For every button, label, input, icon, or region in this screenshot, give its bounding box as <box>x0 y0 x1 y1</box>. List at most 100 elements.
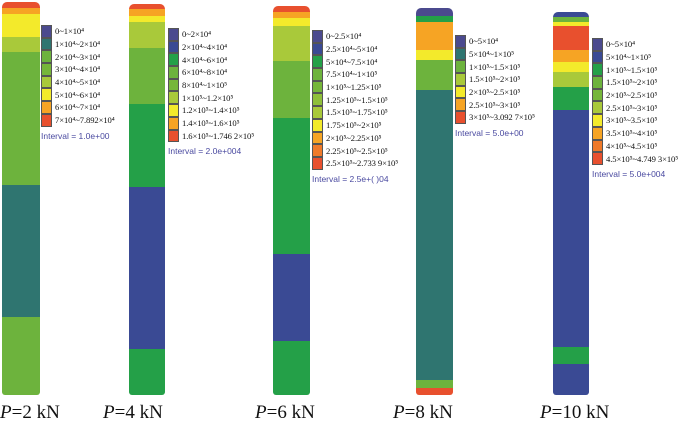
legend-swatch <box>41 25 52 38</box>
contour-band <box>2 37 40 52</box>
contour-column <box>129 4 165 395</box>
load-label: P=2 kN <box>0 402 60 424</box>
legend-entry: 3×10⁵~3.5×10⁵ <box>592 114 678 127</box>
legend-entry: 1.4×10⁵~1.6×10⁵ <box>168 116 254 130</box>
contour-band <box>553 50 589 62</box>
legend-label: 1.6×10⁵~1.746 2×10⁵ <box>182 130 255 141</box>
legend-swatch <box>592 139 603 153</box>
load-symbol: P <box>0 402 12 423</box>
legend-swatch <box>455 47 466 61</box>
legend-swatch <box>168 116 179 130</box>
legend-label: 1.5×10⁵~1.75×10⁵ <box>326 107 388 118</box>
contour-band <box>2 185 40 317</box>
legend-label: 1.2×10⁵~1.4×10⁵ <box>182 105 240 116</box>
legend-entry: 2×10⁵~2.5×10⁵ <box>455 85 535 99</box>
load-value: =6 kN <box>266 402 315 423</box>
color-legend: 0~2.5×10⁴ 2.5×10⁴~5×10⁴ 5×10⁴~7.5×10⁴ 7.5×1… <box>312 30 398 184</box>
load-value: =2 kN <box>11 402 60 423</box>
legend-label: 1.4×10⁵~1.6×10⁵ <box>182 118 240 129</box>
legend-label: 3×10⁴~4×10⁴ <box>55 64 101 75</box>
legend-label: 3×10⁵~3.092 7×10⁵ <box>469 112 535 123</box>
legend-swatch <box>592 50 603 64</box>
legend-entry: 5×10⁴~1×10⁵ <box>592 50 678 64</box>
contour-band <box>2 317 40 395</box>
legend-swatch <box>312 131 323 145</box>
legend-entry: 1.25×10⁵~1.5×10⁵ <box>312 93 398 107</box>
legend-swatch <box>168 91 179 105</box>
interval-text: Interval = 5.0e+004 <box>592 168 666 179</box>
legend-label: 3×10⁵~3.5×10⁵ <box>606 115 658 126</box>
legend-swatch <box>168 66 179 79</box>
legend-entry: 2.5×10⁴~5×10⁴ <box>312 42 398 56</box>
legend-label: 5×10⁴~7.5×10⁴ <box>326 56 378 67</box>
contour-band <box>416 50 453 60</box>
legend-entry: 4×10⁵~4.5×10⁵ <box>592 139 678 153</box>
legend-swatch <box>312 42 323 56</box>
legend-entry: 1.6×10⁵~1.746 2×10⁵ <box>168 129 255 143</box>
legend-label: 2×10⁵~2.5×10⁵ <box>469 87 521 98</box>
legend-label: 1.25×10⁵~1.5×10⁵ <box>326 94 388 105</box>
legend-entry: 3×10⁵~3.092 7×10⁵ <box>455 111 535 124</box>
load-symbol: P <box>103 402 115 423</box>
legend-swatch <box>455 85 466 99</box>
contour-band <box>553 347 589 364</box>
legend-swatch <box>41 101 52 114</box>
legend-label: 0~5×10⁴ <box>469 36 498 47</box>
legend-label: 1.5×10⁵~2×10⁵ <box>606 77 658 88</box>
legend-entry: 2×10⁴~4×10⁴ <box>168 40 254 54</box>
legend-label: 7.5×10⁴~1×10⁵ <box>326 69 378 80</box>
contour-band <box>553 26 589 50</box>
legend-label: 2.25×10⁵~2.5×10⁵ <box>326 145 388 156</box>
contour-band <box>273 61 310 118</box>
legend-entry: 0~1×10⁴ <box>41 25 115 38</box>
load-label: P=8 kN <box>393 402 453 424</box>
legend-swatch <box>455 98 466 112</box>
legend-entry: 7.5×10⁴~1×10⁵ <box>312 68 398 81</box>
load-symbol: P <box>255 402 267 423</box>
load-value: =4 kN <box>114 402 163 423</box>
legend-label: 1×10⁵~1.5×10⁵ <box>606 64 658 75</box>
legend-label: 4.5×10⁵~4.749 3×10⁵ <box>606 153 679 164</box>
legend-swatch <box>455 111 466 124</box>
load-label: P=6 kN <box>255 402 315 424</box>
contour-band <box>2 8 40 14</box>
legend-entry: 2.25×10⁵~2.5×10⁵ <box>312 144 398 157</box>
legend-label: 2.5×10⁵~3×10⁵ <box>469 99 521 110</box>
legend-label: 6×10⁴~7×10⁴ <box>55 102 101 113</box>
legend-label: 3.5×10⁵~4×10⁵ <box>606 128 658 139</box>
legend-swatch <box>592 152 603 165</box>
legend-entry: 2.5×10⁵~3×10⁵ <box>455 98 535 112</box>
legend-label: 4×10⁴~6×10⁴ <box>182 54 228 65</box>
interval-text: Interval = 2.5e+( )04 <box>312 173 389 184</box>
legend-label: 6×10⁴~8×10⁴ <box>182 67 228 78</box>
legend-entry: 8×10⁴~1×10⁵ <box>168 78 254 92</box>
contour-band <box>129 104 165 187</box>
legend-label: 0~1×10⁴ <box>55 26 84 37</box>
legend-swatch <box>592 38 603 51</box>
legend-entry: 1×10⁵~1.2×10⁵ <box>168 91 254 105</box>
legend-entry: 1.5×10⁵~2×10⁵ <box>455 73 535 86</box>
legend-label: 1×10⁵~1.5×10⁵ <box>469 61 521 72</box>
legend-label: 0~2×10⁴ <box>182 29 211 40</box>
interval-text: Interval = 2.0e+004 <box>168 146 242 157</box>
legend-entry: 2.5×10⁵~3×10⁵ <box>592 101 678 115</box>
legend-entry: 4×10⁴~5×10⁴ <box>41 75 115 89</box>
load-label: P=4 kN <box>103 402 163 424</box>
legend-entry: 1.5×10⁵~1.75×10⁵ <box>312 106 398 119</box>
contour-band <box>416 60 453 90</box>
legend-swatch <box>168 104 179 117</box>
legend-label: 1.5×10⁵~2×10⁵ <box>469 74 521 85</box>
contour-band <box>129 16 165 22</box>
contour-band <box>553 87 589 110</box>
legend-swatch <box>312 118 323 132</box>
legend-swatch <box>592 114 603 127</box>
contour-band <box>129 4 165 9</box>
legend-label: 8×10⁴~1×10⁵ <box>182 80 228 91</box>
legend-label: 0~5×10⁴ <box>606 39 635 50</box>
load-symbol: P <box>540 402 552 423</box>
contour-band <box>273 254 310 341</box>
load-value: =8 kN <box>404 402 453 423</box>
legend-entry: 5×10⁴~6×10⁴ <box>41 88 115 102</box>
legend-swatch <box>312 80 323 94</box>
color-legend: 0~1×10⁴ 1×10⁴~2×10⁴ 2×10⁴~3×10⁴ 3×10⁴~4×10⁴… <box>41 25 115 141</box>
